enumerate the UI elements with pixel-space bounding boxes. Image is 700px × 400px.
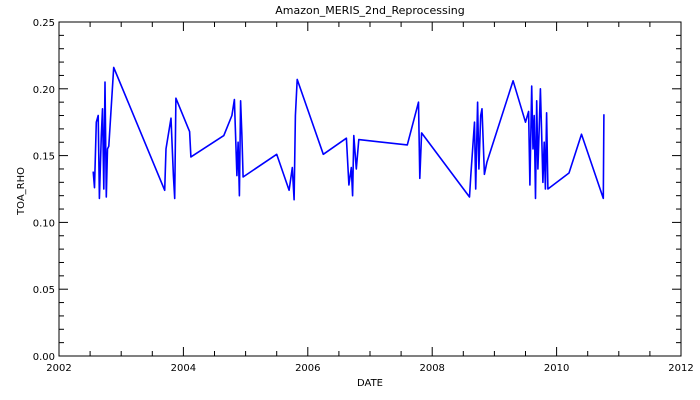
- x-tick-label: 2006: [295, 363, 320, 374]
- y-axis: 0.00 0.05 0.10 0.15 0.20 0.25: [33, 18, 681, 363]
- y-tick-label: 0.10: [33, 218, 55, 229]
- y-tick-label: 0.15: [33, 152, 55, 163]
- data-series: [92, 66, 605, 201]
- x-tick-label: 2012: [668, 363, 693, 374]
- x-axis-label: DATE: [357, 378, 383, 389]
- chart-title: Amazon_MERIS_2nd_Reprocessing: [275, 4, 464, 17]
- x-tick-label: 2004: [171, 363, 196, 374]
- y-tick-label: 0.20: [33, 85, 55, 96]
- x-tick-label: 2002: [46, 363, 71, 374]
- x-tick-label: 2010: [544, 363, 569, 374]
- y-tick-label: 0.05: [33, 285, 55, 296]
- x-axis: 2002 2004 2006 2008 2010 2012: [46, 22, 694, 374]
- y-tick-label: 0.00: [33, 352, 55, 363]
- plot-frame: [58, 21, 682, 357]
- y-tick-label: 0.25: [33, 18, 55, 29]
- x-tick-label: 2008: [419, 363, 444, 374]
- series-line: [92, 66, 605, 201]
- y-axis-label: TOA_RHO: [16, 167, 27, 216]
